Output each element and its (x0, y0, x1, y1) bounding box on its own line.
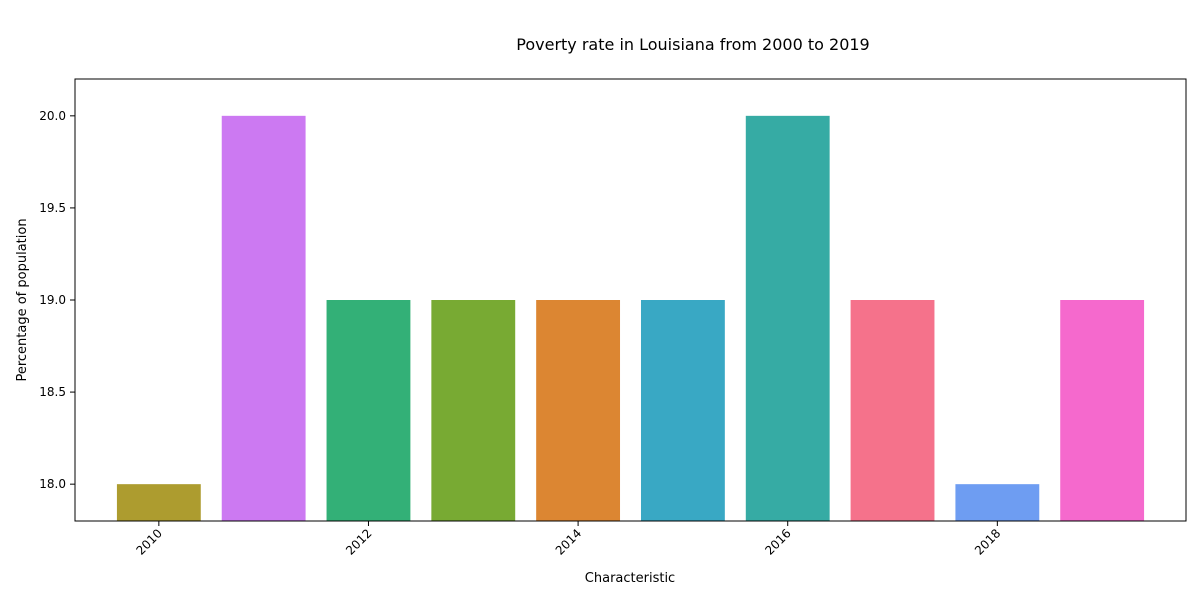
bar-2014 (536, 300, 621, 521)
x-tick-label: 2012 (343, 526, 374, 557)
y-axis-label: Percentage of population (15, 218, 30, 381)
chart-title: Poverty rate in Louisiana from 2000 to 2… (516, 35, 869, 54)
bars-layer (116, 115, 1145, 521)
x-axis-label: Characteristic (585, 571, 675, 586)
y-tick-label: 19.5 (39, 201, 66, 215)
y-tick-label: 19.0 (39, 293, 66, 307)
x-tick-label: 2014 (553, 526, 584, 557)
y-tick-label: 18.5 (39, 385, 66, 399)
bar-2010 (116, 484, 201, 521)
bar-2012 (326, 300, 411, 521)
x-tick-label: 2010 (133, 526, 164, 557)
plot-area-frame (74, 78, 1187, 522)
bar-2013 (431, 300, 516, 521)
bar-2016 (745, 115, 830, 521)
x-tick-label: 2018 (972, 526, 1003, 557)
bar-2018 (955, 484, 1040, 521)
bar-2017 (850, 300, 935, 521)
x-tick-label: 2016 (762, 526, 793, 557)
bar-2015 (640, 300, 725, 521)
y-tick-label: 20.0 (39, 109, 66, 123)
y-tick-label: 18.0 (39, 477, 66, 491)
bar-2011 (221, 115, 306, 521)
bar-2019 (1060, 300, 1145, 521)
